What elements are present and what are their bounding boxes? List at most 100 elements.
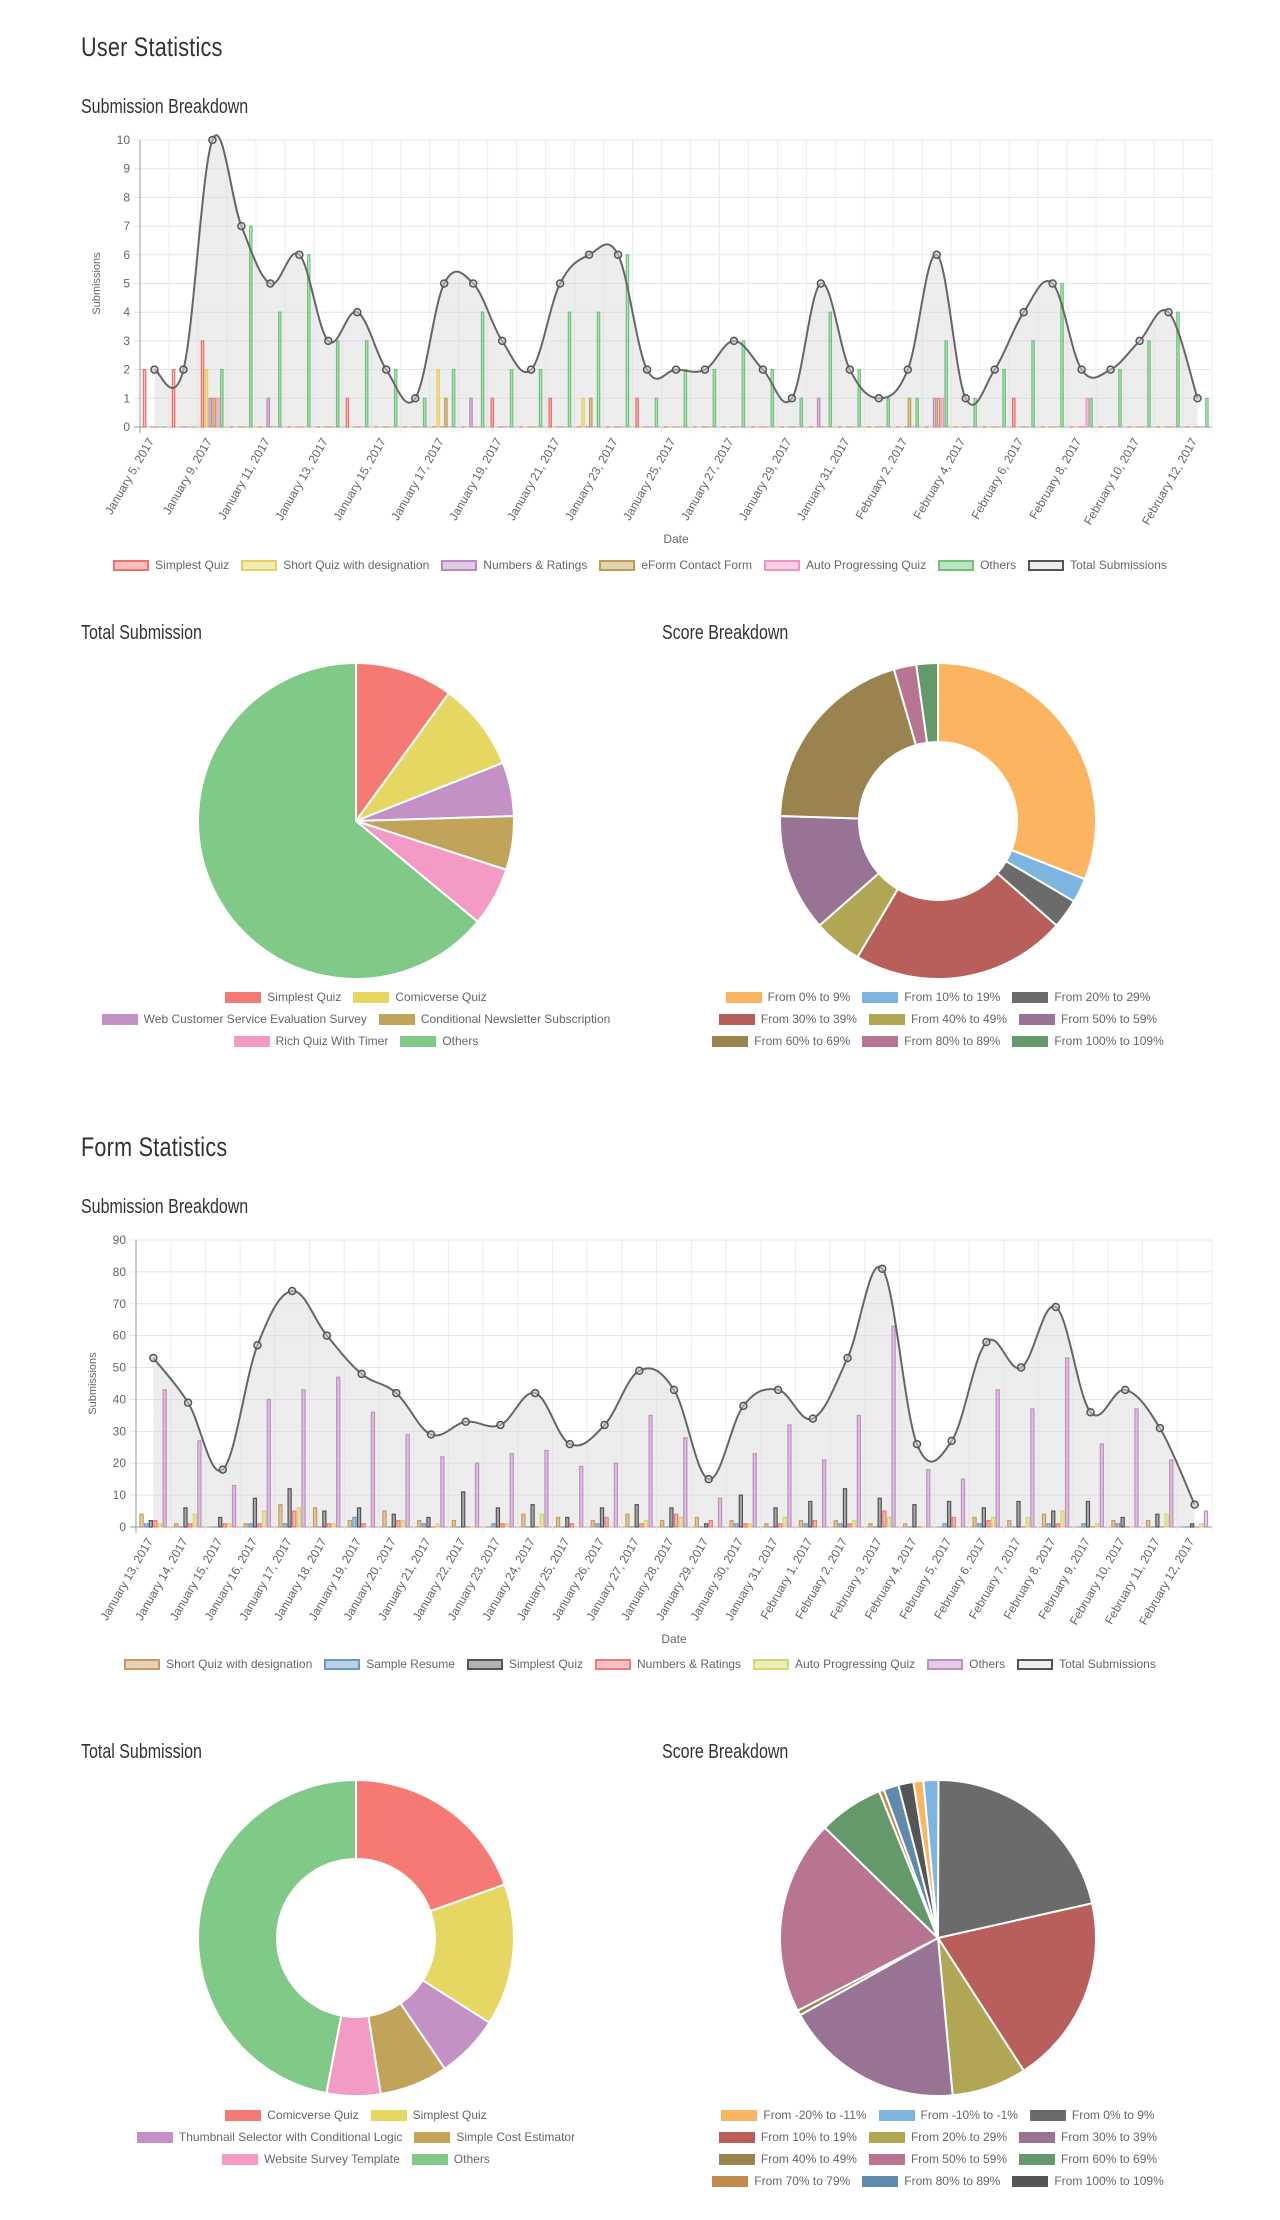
legend-swatch <box>868 2153 905 2165</box>
total-point <box>816 279 826 288</box>
legend-label: Simple Cost Estimator <box>456 2130 576 2144</box>
legend-label: Numbers & Ratings <box>483 558 588 572</box>
bar-simplest-quiz <box>1155 1513 1160 1528</box>
legend-item[interactable]: From 30% to 39% <box>718 1012 857 1026</box>
slice-from-50-to-59- <box>779 1826 940 2012</box>
legend-swatch <box>1012 2175 1049 2187</box>
legend-item[interactable]: From 10% to 19% <box>862 990 1000 1004</box>
bar-simplest-quiz <box>703 1523 709 1528</box>
legend-item[interactable]: From 80% to 89% <box>862 2174 1000 2188</box>
bar-simplest-quiz <box>530 1504 535 1528</box>
legend-item[interactable]: From 20% to 29% <box>1012 990 1150 1004</box>
legend-item[interactable]: Auto Progressing Quiz <box>753 1657 915 1671</box>
legend-item[interactable]: Total Submissions <box>1028 558 1167 572</box>
legend-swatch <box>725 991 762 1003</box>
legend-item[interactable]: Sample Resume <box>324 1657 455 1671</box>
legend-item[interactable]: From 0% to 9% <box>1029 2108 1155 2122</box>
legend-row: From 60% to 69% From 80% to 89% From 100% … <box>712 1034 1164 1048</box>
legend-item[interactable]: Others <box>400 1034 478 1048</box>
legend-item[interactable]: Simplest Quiz <box>113 558 229 572</box>
total-point <box>392 1388 401 1398</box>
legend-item[interactable]: Simplest Quiz <box>466 1657 583 1671</box>
legend-item[interactable]: From 100% to 109% <box>1012 1034 1164 1048</box>
bar-simplest-quiz <box>426 1516 431 1528</box>
bar-short-quiz-with-designation <box>278 1504 283 1528</box>
bar-simplest-quiz <box>495 1507 501 1528</box>
legend-item[interactable]: From 70% to 79% <box>712 2174 850 2188</box>
legend-item[interactable]: Auto Progressing Quiz <box>764 558 926 572</box>
bar-simplest-quiz <box>946 1500 952 1528</box>
legend-item[interactable]: From 60% to 69% <box>712 1034 850 1048</box>
bar-others <box>683 1437 688 1528</box>
y-tick-label: 50 <box>113 1361 127 1375</box>
legend-item[interactable]: Conditional Newsletter Subscription <box>378 1012 610 1026</box>
legend-item[interactable]: Others <box>411 2152 490 2166</box>
legend-label: eForm Contact Form <box>641 558 753 572</box>
legend-item[interactable]: Simple Cost Estimator <box>414 2130 575 2144</box>
legend-item[interactable]: Thumbnail Selector with Conditional Logi… <box>136 2130 402 2144</box>
legend-item[interactable]: Comicverse Quiz <box>353 990 487 1004</box>
legend-item[interactable]: Numbers & Ratings <box>595 1657 741 1671</box>
legend-item[interactable]: From -20% to -11% <box>721 2108 867 2122</box>
total-point <box>530 1388 540 1398</box>
bar-numbers-ratings <box>208 397 213 428</box>
legend-item[interactable]: Comicverse Quiz <box>225 2108 359 2122</box>
legend-item[interactable]: From -10% to -1% <box>878 2108 1018 2122</box>
legend-item[interactable]: From 50% to 59% <box>868 2152 1008 2166</box>
bar-simplest-quiz <box>912 1504 917 1528</box>
legend-label: Sample Resume <box>366 1657 455 1671</box>
bar-auto-progressing-quiz <box>1199 1523 1204 1528</box>
legend-label: Web Customer Service Evaluation Survey <box>143 1012 367 1026</box>
legend-item[interactable]: Rich Quiz With Timer <box>233 1034 388 1048</box>
legend-swatch <box>595 1658 631 1670</box>
legend-item[interactable]: Web Customer Service Evaluation Survey <box>101 1012 367 1026</box>
legend-row: From 10% to 19% From 20% to 29% From 30% t… <box>718 2130 1157 2144</box>
legend-item[interactable]: Website Survey Template <box>222 2152 400 2166</box>
legend-item[interactable]: From 80% to 89% <box>862 1034 1000 1048</box>
slice-others <box>197 661 480 980</box>
legend-item[interactable]: From 40% to 49% <box>718 2152 857 2166</box>
bar-numbers-ratings <box>266 397 270 428</box>
legend-item[interactable]: Total Submissions <box>1017 1657 1156 1671</box>
legend-item[interactable]: From 0% to 9% <box>725 990 850 1004</box>
legend-item[interactable]: From 20% to 29% <box>868 2130 1008 2144</box>
legend-row: Comicverse Quiz Simplest Quiz <box>225 2108 487 2122</box>
bar-others <box>648 1414 653 1528</box>
bar-numbers-ratings <box>743 1523 748 1528</box>
y-tick-label: 30 <box>113 1424 127 1438</box>
legend-item[interactable]: Short Quiz with designation <box>124 1657 312 1671</box>
legend-item[interactable]: Simplest Quiz <box>370 2108 487 2122</box>
legend-item[interactable]: From 40% to 49% <box>868 1012 1007 1026</box>
bar-auto-progressing-quiz <box>227 1523 232 1528</box>
bar-others <box>538 369 543 428</box>
legend-label: From 10% to 19% <box>760 2130 857 2144</box>
bar-others <box>770 369 775 428</box>
legend-item[interactable]: From 100% to 109% <box>1012 2174 1164 2188</box>
legend-label: From 50% to 59% <box>910 2152 1008 2166</box>
legend-item[interactable]: Others <box>927 1657 1005 1671</box>
legend-item[interactable]: From 50% to 59% <box>1019 1012 1157 1026</box>
legend-label: From 20% to 29% <box>910 2130 1008 2144</box>
bar-others <box>1030 1408 1035 1528</box>
legend-item[interactable]: From 60% to 69% <box>1019 2152 1157 2166</box>
bar-others <box>1002 369 1006 428</box>
legend-item[interactable]: Simplest Quiz <box>225 990 341 1004</box>
bar-auto-progressing-quiz <box>678 1516 683 1528</box>
bar-numbers-ratings <box>500 1523 505 1528</box>
total-point <box>322 1331 332 1340</box>
legend-row: Web Customer Service Evaluation Survey Co… <box>101 1012 610 1026</box>
legend-item[interactable]: From 30% to 39% <box>1019 2130 1157 2144</box>
bar-numbers-ratings <box>569 1523 575 1528</box>
legend-row: Website Survey Template Others <box>222 2152 490 2166</box>
legend-item[interactable]: Numbers & Ratings <box>441 558 587 572</box>
legend-swatch <box>753 1658 790 1670</box>
legend-item[interactable]: Others <box>938 558 1016 572</box>
legend-item[interactable]: From 10% to 19% <box>718 2130 857 2144</box>
bar-simplest-quiz <box>142 369 147 428</box>
legend-row: From 40% to 49% From 50% to 59% From 60% t… <box>718 2152 1157 2166</box>
bar-simplest-quiz <box>634 1504 639 1528</box>
legend-item[interactable]: Short Quiz with designation <box>241 558 429 572</box>
legend-swatch <box>927 1658 964 1670</box>
legend-item[interactable]: eForm Contact Form <box>599 558 752 572</box>
total-point <box>1135 336 1144 346</box>
